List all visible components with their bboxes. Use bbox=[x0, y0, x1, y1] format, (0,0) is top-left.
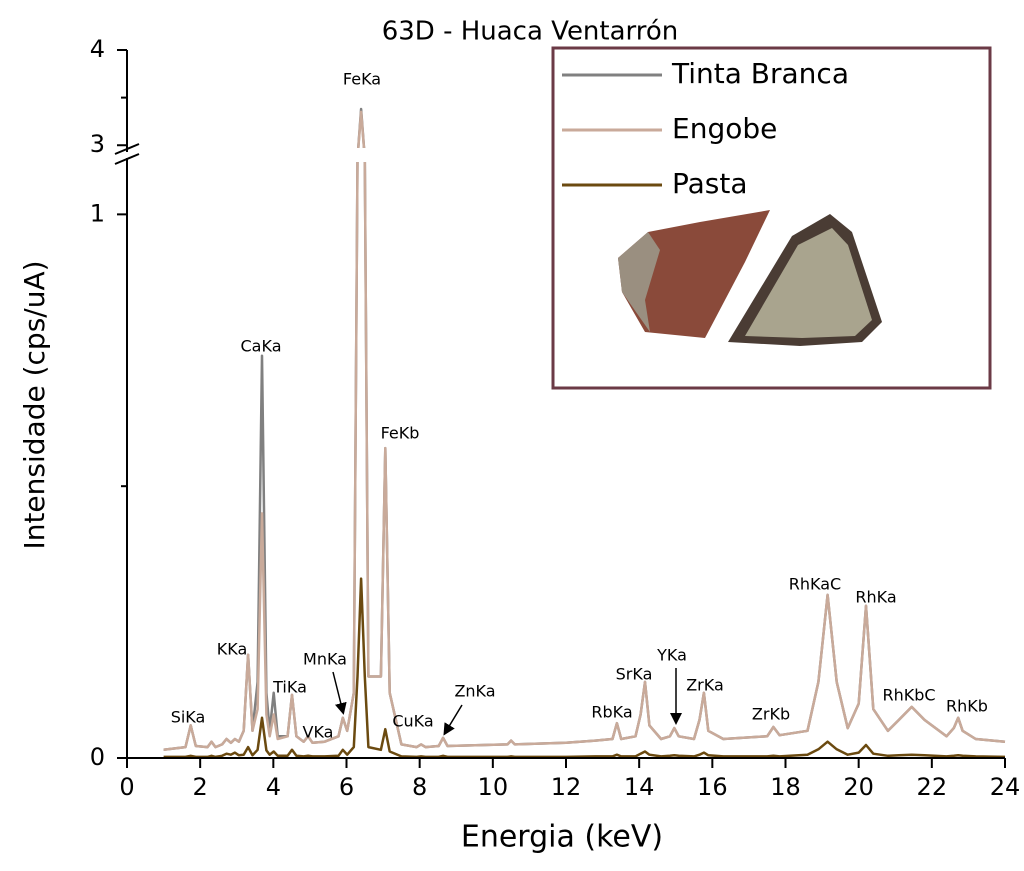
legend-label: Tinta Branca bbox=[671, 57, 849, 90]
peak-label: RhKa bbox=[855, 588, 896, 607]
x-axis-label: Energia (keV) bbox=[461, 820, 663, 855]
peak-label: RbKa bbox=[591, 703, 632, 722]
sample-photo bbox=[618, 210, 882, 346]
chart-title: 63D - Huaca Ventarrón bbox=[382, 17, 679, 47]
x-tick-label: 8 bbox=[412, 773, 427, 801]
peak-label: ZrKa bbox=[686, 676, 724, 695]
peak-label: CaKa bbox=[241, 337, 282, 356]
y-axis-label: Intensidade (cps/uA) bbox=[18, 260, 51, 549]
x-tick-label: 4 bbox=[266, 773, 281, 801]
peak-label: YKa bbox=[656, 646, 687, 665]
peak-label: FeKb bbox=[381, 424, 420, 443]
shard-left bbox=[618, 210, 770, 338]
shard-left-edge bbox=[618, 232, 660, 332]
peak-label: ZnKa bbox=[454, 682, 495, 701]
x-tick-label: 24 bbox=[990, 773, 1021, 801]
peak-label: FeKa bbox=[343, 70, 381, 89]
legend: Tinta Branca Engobe Pasta bbox=[551, 46, 992, 390]
x-tick-label: 2 bbox=[193, 773, 208, 801]
x-tick-label: 18 bbox=[770, 773, 801, 801]
x-tick-label: 14 bbox=[624, 773, 655, 801]
break-mark bbox=[114, 143, 140, 155]
y-tick-label: 3 bbox=[90, 130, 105, 158]
peak-label: RhKaC bbox=[789, 575, 841, 594]
series-line bbox=[163, 577, 1006, 759]
annotation-arrow bbox=[332, 671, 347, 715]
peak-label: ZrKb bbox=[752, 705, 790, 724]
x-tick-label: 20 bbox=[843, 773, 874, 801]
peak-label: SiKa bbox=[171, 708, 206, 727]
shard-right bbox=[745, 228, 872, 338]
x-tick-label: 0 bbox=[119, 773, 134, 801]
peak-label: SrKa bbox=[616, 665, 653, 684]
peak-label: CuKa bbox=[392, 712, 433, 731]
series-line bbox=[163, 110, 1006, 752]
y-tick-label: 1 bbox=[90, 199, 105, 227]
peak-label: MnKa bbox=[303, 650, 347, 669]
x-tick-label: 10 bbox=[478, 773, 509, 801]
peak-label: TiKa bbox=[272, 678, 307, 697]
x-tick-label: 12 bbox=[551, 773, 582, 801]
peak-label: RhKbC bbox=[882, 686, 935, 705]
legend-label: Engobe bbox=[672, 112, 777, 145]
peak-label: RhKb bbox=[946, 697, 988, 716]
peak-label: VKa bbox=[303, 723, 334, 742]
y-tick-label: 0 bbox=[90, 743, 105, 771]
break-mark bbox=[114, 153, 140, 165]
y-tick-label: 4 bbox=[90, 35, 105, 63]
legend-label: Pasta bbox=[672, 167, 748, 200]
x-tick-label: 22 bbox=[917, 773, 948, 801]
x-tick-label: 6 bbox=[339, 773, 354, 801]
peak-label: KKa bbox=[217, 640, 248, 659]
annotation-arrow bbox=[443, 704, 463, 736]
x-tick-label: 16 bbox=[697, 773, 728, 801]
